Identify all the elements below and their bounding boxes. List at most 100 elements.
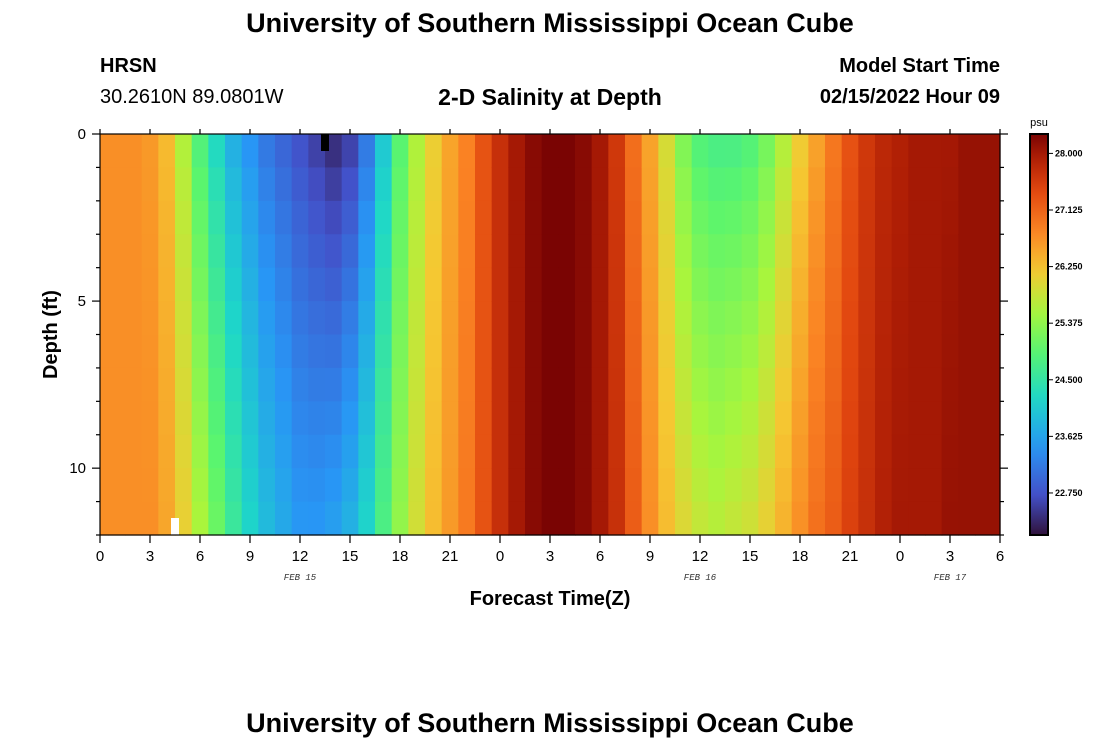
heatmap-cell [958,367,976,402]
heatmap-cell [808,134,826,169]
heatmap-cell [158,434,176,469]
heatmap-cell [275,167,293,202]
heatmap-cell [575,434,593,469]
heatmap-cell [258,334,276,369]
heatmap-cell [475,200,493,235]
heatmap-cell [625,167,643,202]
heatmap-cell [891,200,909,235]
heatmap-cell [825,134,843,169]
heatmap-cell [975,334,993,369]
heatmap-cell [908,334,926,369]
heatmap-cell [625,468,643,503]
heatmap-cell [975,468,993,503]
heatmap-cell [691,134,709,169]
heatmap-cell [441,434,459,469]
heatmap-cell [658,367,676,402]
heatmap-cell [775,468,793,503]
heatmap-cell [625,200,643,235]
heatmap-cell [625,501,643,536]
heatmap-cell [941,301,959,336]
heatmap-cell [641,200,659,235]
heatmap-cell [958,434,976,469]
heatmap-cell [441,134,459,169]
heatmap-cell [308,434,326,469]
heatmap-cell [275,468,293,503]
heatmap-cell [558,468,576,503]
heatmap-cell [741,468,759,503]
heatmap-cell [258,267,276,302]
heatmap-cell [575,267,593,302]
heatmap-cell [741,200,759,235]
colorbar-unit: psu [1030,117,1048,129]
heatmap-cell [658,434,676,469]
heatmap-cell [525,367,543,402]
heatmap-cell [641,367,659,402]
heatmap-cell [175,167,193,202]
heatmap-cell [991,234,1001,269]
heatmap-cell [641,434,659,469]
heatmap-cell [158,167,176,202]
heatmap-cell [525,434,543,469]
heatmap-cell [541,367,559,402]
heatmap-cell [491,468,509,503]
heatmap-cell [875,401,893,436]
y-tick-labels: 0 5 10 [69,126,86,477]
heatmap-cell [358,401,376,436]
heatmap-cell [108,367,126,402]
heatmap-cell [691,401,709,436]
heatmap-cell [825,234,843,269]
x-tick-label: 12 [292,548,309,565]
heatmap-cell [708,167,726,202]
heatmap-cell [675,234,693,269]
heatmap-cell [391,301,409,336]
heatmap-cell [475,134,493,169]
heatmap-cell [991,334,1001,369]
heatmap-cell [375,301,393,336]
heatmap-cell [891,234,909,269]
heatmap-cell [825,501,843,536]
x-tick-label: 9 [246,548,254,565]
heatmap-cell [208,468,226,503]
heatmap-cell [658,267,676,302]
heatmap-cell [391,334,409,369]
heatmap-cell [258,501,276,536]
heatmap-cell [608,367,626,402]
heatmap-cell [991,501,1001,536]
heatmap-cell [558,200,576,235]
heatmap-cell [725,468,743,503]
heatmap-cell [841,301,859,336]
heatmap-cell [258,234,276,269]
date-labels: FEB 15 FEB 16 FEB 17 [284,573,967,583]
heatmap-cell [691,234,709,269]
heatmap-cell [775,367,793,402]
heatmap-cell [875,134,893,169]
heatmap-cell [925,134,943,169]
heatmap-cell [458,501,476,536]
heatmap-cell [791,267,809,302]
heatmap-cell [191,367,209,402]
heatmap-cell [325,234,343,269]
heatmap-cell [608,501,626,536]
heatmap-cell [291,434,309,469]
heatmap-cell [691,167,709,202]
heatmap-cell [675,434,693,469]
heatmap-cell [991,401,1001,436]
heatmap-cell [125,501,143,536]
heatmap-cell [708,367,726,402]
heatmap-cell [608,167,626,202]
heatmap-cell [641,401,659,436]
heatmap-cell [141,301,159,336]
heatmap-cell [408,267,426,302]
heatmap-cell [458,434,476,469]
heatmap-cell [391,501,409,536]
heatmap-cell [591,434,609,469]
heatmap-cell [941,167,959,202]
heatmap-cell [341,501,359,536]
heatmap-cell [225,301,243,336]
heatmap-cell [225,134,243,169]
heatmap-cell [591,334,609,369]
heatmap-cell [441,301,459,336]
heatmap-cell [208,200,226,235]
heatmap-cell [241,267,259,302]
heatmap-cell [758,434,776,469]
